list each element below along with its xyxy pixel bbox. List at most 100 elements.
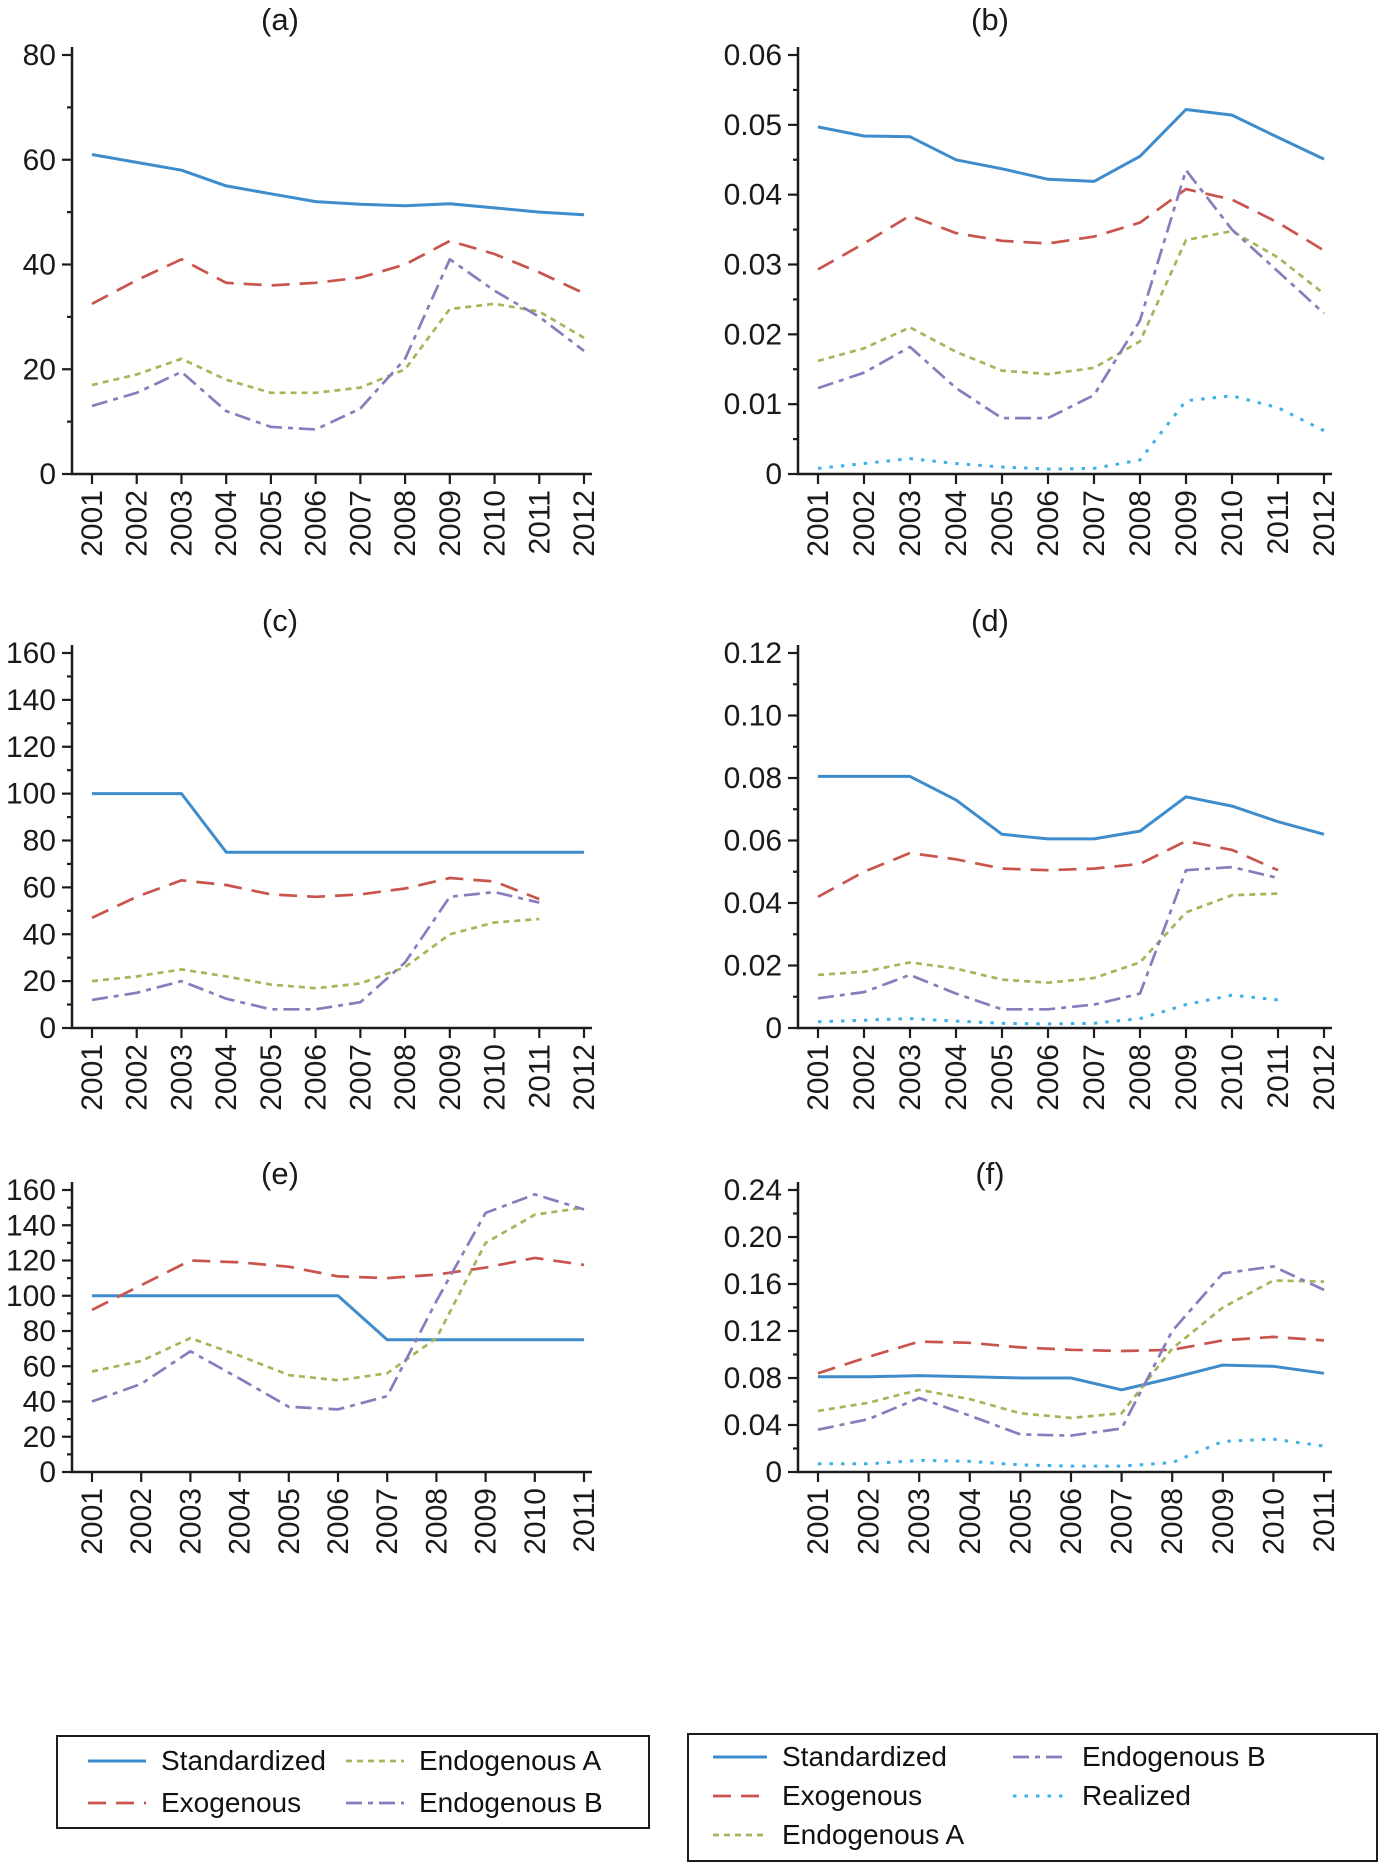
- chart-a-series-exogenous: [91, 239, 585, 305]
- y-tick-label: 160: [6, 637, 56, 670]
- x-tick-label: 2001: [802, 490, 835, 557]
- chart-e-series-standardized: [92, 1294, 584, 1342]
- chart-c-canvas: 0 20 40 60 80 100 120 140 160 2001 2002 2003 2004 200…: [6, 637, 601, 1111]
- chart-c-series-endogenousA: [91, 917, 540, 990]
- chart-b-series-realized: [817, 394, 1325, 471]
- legend-label: Standardized: [782, 1741, 948, 1772]
- endogenousB-line-swatch: [1013, 1755, 1067, 1759]
- legend-label: Endogenous A: [419, 1745, 602, 1776]
- x-tick-label: 2005: [255, 1044, 288, 1111]
- y-tick-label: 40: [23, 918, 56, 951]
- legend-label: Endogenous B: [419, 1787, 603, 1818]
- x-tick-label: 2004: [940, 1044, 973, 1111]
- y-tick-label: 0.02: [724, 950, 782, 983]
- x-tick-label: 2006: [300, 490, 333, 557]
- chart-e-series-endogenousB: [91, 1193, 585, 1411]
- chart-a-axes: [70, 47, 592, 476]
- y-tick-label: 0.06: [724, 39, 782, 72]
- x-tick-label: 2009: [434, 490, 467, 557]
- x-tick-label: 2008: [420, 1488, 453, 1555]
- chart-e: (e) 0 20 40 60 80 100 120 140 160 2001 2002 2003 200…: [0, 1150, 660, 1733]
- x-tick-label: 2001: [802, 1488, 835, 1555]
- x-tick-label: 2007: [1078, 1044, 1111, 1111]
- endogenousA-line-swatch: [346, 1759, 404, 1763]
- y-tick-label: 0.16: [724, 1268, 782, 1301]
- chart-b-title: (b): [971, 2, 1009, 37]
- x-tick-label: 2002: [848, 1044, 881, 1111]
- x-tick-label: 2003: [174, 1488, 207, 1555]
- x-tick-label: 2003: [894, 1044, 927, 1111]
- y-tick-label: 0.02: [724, 318, 782, 351]
- x-tick-label: 2002: [121, 1044, 154, 1111]
- x-tick-label: 2010: [519, 1488, 552, 1555]
- chart-f-series-endogenousB: [817, 1265, 1325, 1437]
- chart-a-series-standardized: [91, 153, 585, 217]
- x-tick-label: 2010: [1216, 490, 1249, 557]
- y-tick-label: 0.08: [724, 1362, 782, 1395]
- y-tick-label: 60: [23, 871, 56, 904]
- x-tick-label: 2012: [568, 1044, 601, 1111]
- y-tick-label: 0.06: [724, 825, 782, 858]
- x-tick-label: 2012: [568, 490, 601, 557]
- exogenous-line-swatch: [713, 1794, 767, 1798]
- x-tick-label: 2010: [1216, 1044, 1249, 1111]
- x-tick-label: 2006: [300, 1044, 333, 1111]
- legend-item-standardized: Standardized: [86, 1745, 326, 1777]
- x-tick-label: 2002: [125, 1488, 158, 1555]
- chart-f-series-endogenousA: [817, 1279, 1325, 1420]
- y-tick-label: 20: [23, 353, 56, 386]
- y-tick-label: 0.03: [724, 249, 782, 282]
- chart-d-axes: [796, 645, 1332, 1030]
- x-tick-label: 2008: [1124, 490, 1157, 557]
- legend-item-endogenousA: Endogenous A: [344, 1745, 601, 1777]
- chart-b-series-exogenous: [817, 187, 1325, 271]
- x-tick-label: 2006: [1032, 490, 1065, 557]
- chart-c-title: (c): [261, 603, 299, 638]
- x-tick-label: 2001: [802, 1044, 835, 1111]
- chart-a-canvas: 0 20 40 60 80 2001 2002 2003 2004 2005 2006 2007 200…: [23, 39, 601, 557]
- y-tick-label: 0.04: [724, 179, 782, 212]
- x-tick-label: 2011: [523, 1044, 556, 1109]
- y-tick-label: 40: [23, 1386, 56, 1419]
- y-tick-label: 0.05: [724, 109, 782, 142]
- x-tick-label: 2003: [903, 1488, 936, 1555]
- chart-c-series-endogenousB: [91, 890, 540, 1011]
- x-tick-label: 2009: [1207, 1488, 1240, 1555]
- x-tick-label: 2007: [344, 1044, 377, 1111]
- x-tick-label: 2011: [1262, 490, 1295, 555]
- realized-line-swatch: [1013, 1794, 1067, 1798]
- x-tick-label: 2005: [273, 1488, 306, 1555]
- chart-f-title: (f): [975, 1156, 1005, 1191]
- chart-d: (d) 0 0.02 0.04 0.06 0.08 0.10 0.12 2001 2002 200…: [690, 575, 1380, 1150]
- chart-c: (c) 0 20 40 60 80 100 120 140 160 2001 2002 2003 200…: [0, 575, 660, 1150]
- x-tick-label: 2006: [322, 1488, 355, 1555]
- x-tick-label: 2007: [1078, 490, 1111, 557]
- x-tick-label: 2007: [371, 1488, 404, 1555]
- y-tick-label: 0.10: [724, 700, 782, 733]
- x-tick-label: 2003: [165, 1044, 198, 1111]
- legend-label: Exogenous: [161, 1787, 302, 1818]
- x-tick-label: 2004: [940, 490, 973, 557]
- chart-a-series-endogenousB: [91, 257, 585, 431]
- x-tick-label: 2008: [389, 1044, 422, 1111]
- legend-item-exogenous: Exogenous: [711, 1780, 922, 1812]
- x-tick-label: 2009: [470, 1488, 503, 1555]
- y-tick-label: 100: [6, 1280, 56, 1313]
- legend-item-standardized: Standardized: [711, 1741, 947, 1773]
- x-tick-label: 2002: [853, 1488, 886, 1555]
- y-tick-label: 60: [23, 144, 56, 177]
- y-tick-label: 0: [39, 1456, 56, 1489]
- y-tick-label: 0.04: [724, 887, 782, 920]
- y-tick-label: 0.08: [724, 762, 782, 795]
- legend-label: Exogenous: [782, 1780, 923, 1811]
- legend-left: Standardized Exogenous Endogenous A Endo…: [56, 1735, 650, 1829]
- legend-label: Realized: [1082, 1780, 1191, 1811]
- x-tick-label: 2006: [1055, 1488, 1088, 1555]
- legend-right: Standardized Exogenous Endogenous A Endo…: [687, 1733, 1378, 1862]
- chart-f-axes: [796, 1182, 1332, 1474]
- y-tick-label: 20: [23, 1421, 56, 1454]
- x-tick-label: 2009: [434, 1044, 467, 1111]
- exogenous-line-swatch: [88, 1801, 146, 1805]
- y-tick-label: 40: [23, 249, 56, 282]
- x-tick-label: 2010: [479, 490, 512, 557]
